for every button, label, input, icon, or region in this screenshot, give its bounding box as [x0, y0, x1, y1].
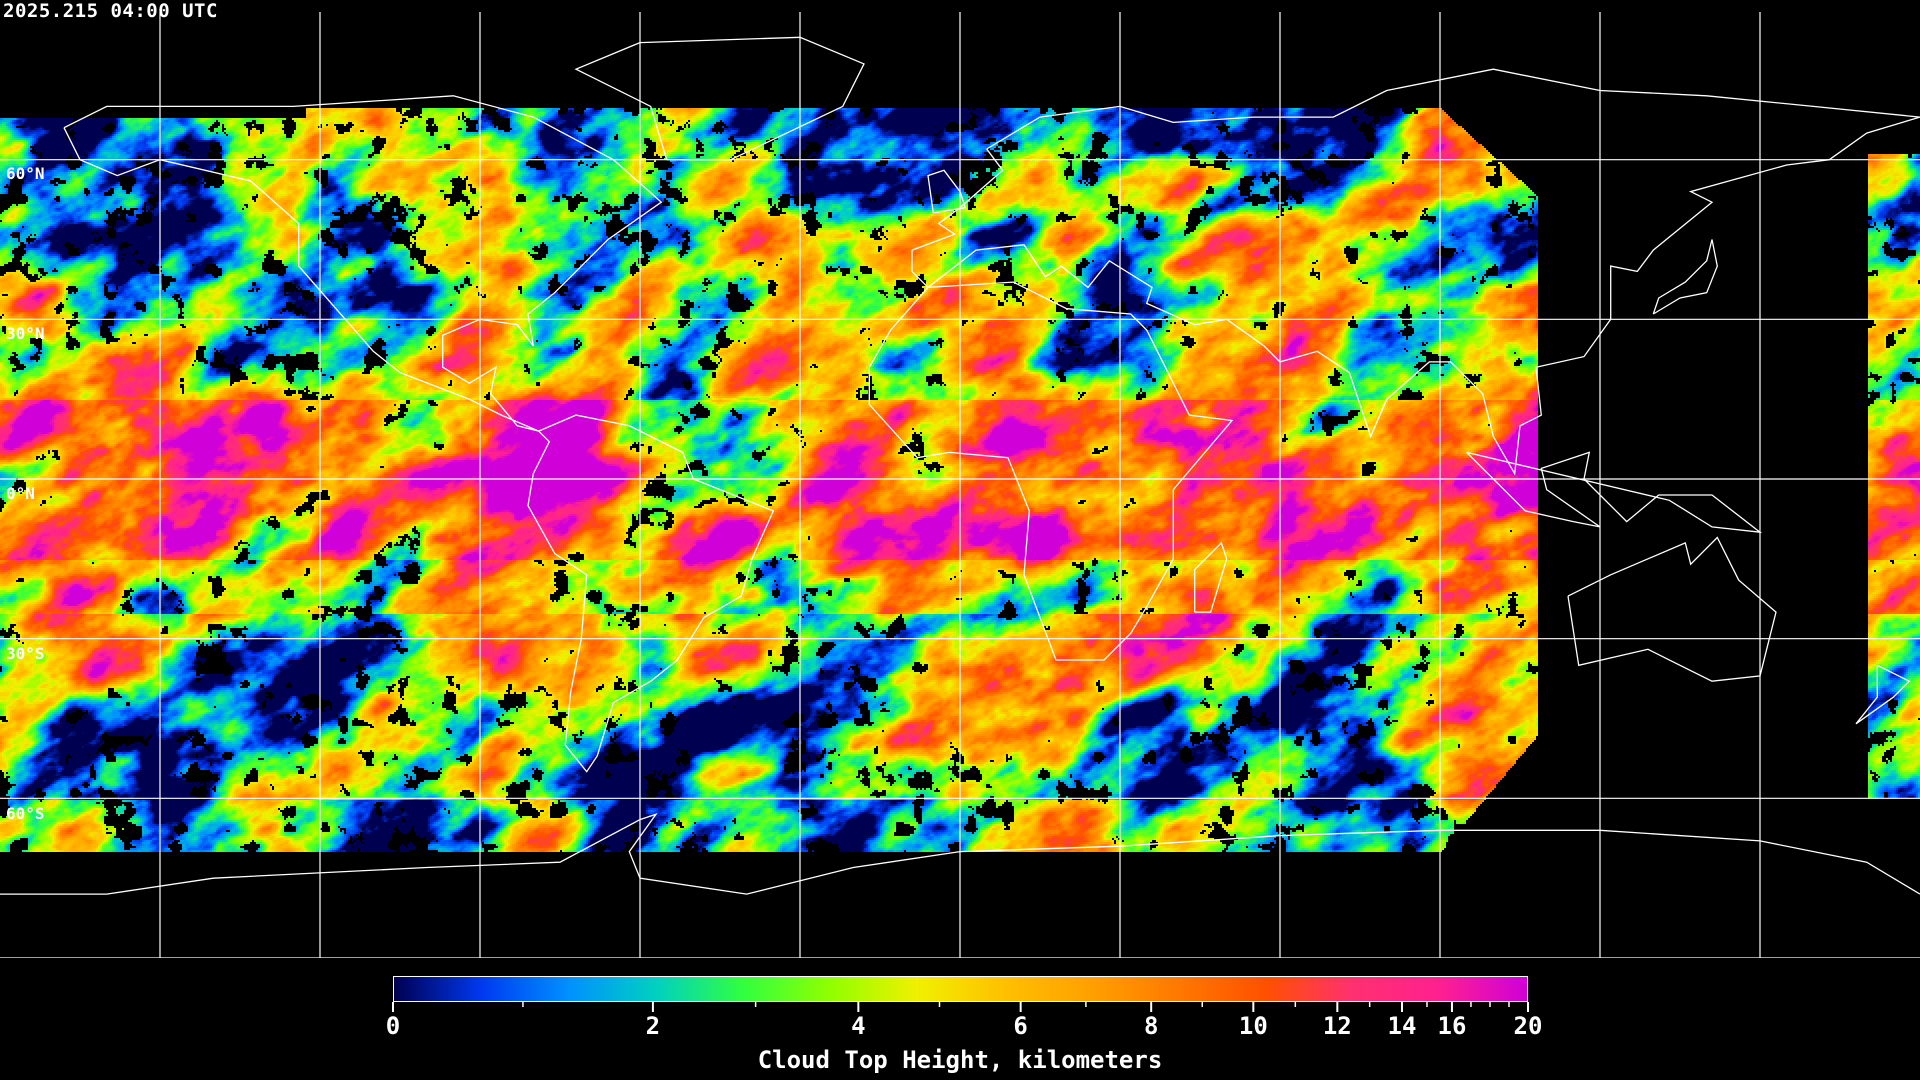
coastline-africa [868, 281, 1234, 661]
colorbar-title-row: Cloud Top Height, kilometers [0, 1046, 1920, 1074]
colorbar-tick-label: 16 [1437, 1012, 1467, 1040]
coastline-japan [1652, 239, 1718, 315]
map-overlay [0, 12, 1920, 958]
colorbar-tick-label: 14 [1387, 1012, 1417, 1040]
colorbar-title: Cloud Top Height, kilometers [757, 1046, 1163, 1074]
colorbar-tick-label: 2 [645, 1012, 661, 1040]
coastline-south-america [527, 414, 775, 773]
lat-label-30n: 30°N [6, 324, 45, 343]
coastline-new-zealand [1855, 664, 1911, 725]
colorbar-tick-label: 4 [851, 1012, 866, 1040]
lat-label-0n: 0°N [6, 484, 35, 503]
coastline-eurasia [911, 68, 1920, 476]
coastline-madagascar [1194, 541, 1228, 613]
colorbar-tick-label: 20 [1513, 1012, 1543, 1040]
colorbar-tick-label: 8 [1143, 1012, 1159, 1040]
coastline-north-america [63, 95, 663, 432]
lat-label-60s: 60°S [6, 804, 45, 823]
colorbar-tick-label: 6 [1013, 1012, 1028, 1040]
coastline-australia [1567, 536, 1777, 682]
timestamp-label: 2025.215 04:00 UTC [3, 0, 218, 22]
colorbar [393, 976, 1528, 1002]
colorbar-tick-label: 0 [385, 1012, 401, 1040]
lat-label-30s: 30°S [6, 644, 45, 663]
cloud-top-height-map: 2025.215 04:00 UTC 60°N 30°N 0°N 30°S 60… [0, 0, 1920, 958]
colorbar-tick-label: 12 [1322, 1012, 1352, 1040]
colorbar-tick-label: 10 [1238, 1012, 1268, 1040]
graticule [0, 12, 1920, 958]
lat-label-60n: 60°N [6, 164, 45, 183]
